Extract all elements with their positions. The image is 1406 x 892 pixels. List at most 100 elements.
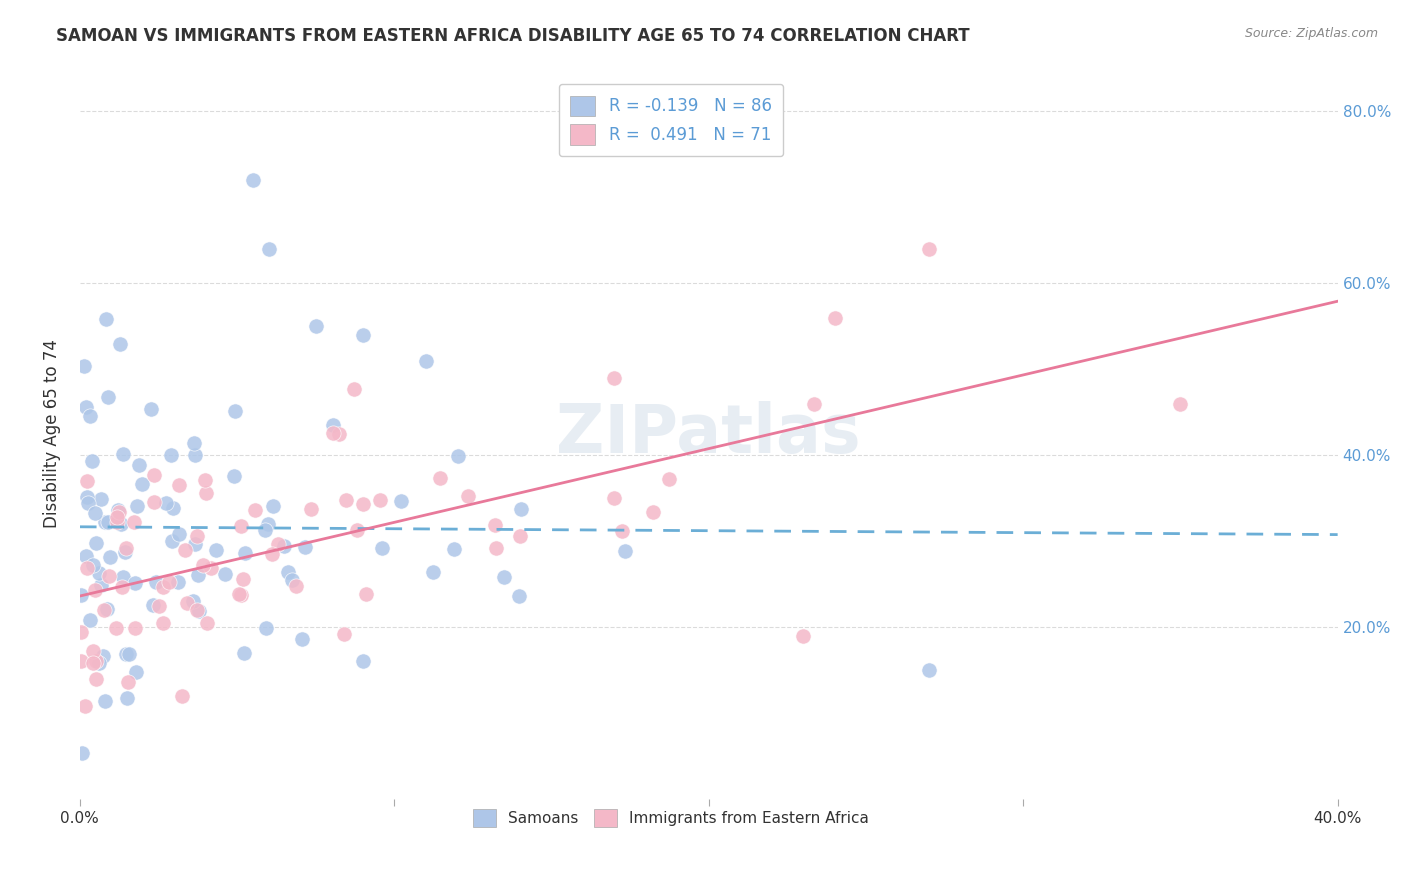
Point	[167, 575, 190, 590]
Point	[792, 629, 814, 643]
Point	[603, 371, 626, 385]
Point	[824, 310, 846, 325]
Point	[194, 473, 217, 487]
Point	[114, 544, 136, 558]
Point	[162, 500, 184, 515]
Point	[97, 391, 120, 405]
Point	[485, 541, 508, 556]
Point	[125, 665, 148, 679]
Point	[97, 568, 120, 582]
Point	[169, 527, 191, 541]
Point	[254, 523, 277, 537]
Point	[122, 516, 145, 530]
Point	[160, 533, 183, 548]
Point	[184, 537, 207, 551]
Y-axis label: Disability Age 65 to 74: Disability Age 65 to 74	[44, 339, 60, 528]
Point	[79, 613, 101, 627]
Point	[93, 603, 115, 617]
Point	[159, 448, 181, 462]
Point	[612, 524, 634, 538]
Point	[242, 173, 264, 187]
Point	[157, 574, 180, 589]
Point	[94, 516, 117, 530]
Point	[229, 518, 252, 533]
Point	[803, 397, 825, 411]
Point	[143, 494, 166, 508]
Point	[93, 648, 115, 663]
Point	[214, 566, 236, 581]
Point	[509, 529, 531, 543]
Point	[273, 539, 295, 553]
Point	[335, 493, 357, 508]
Point	[332, 627, 354, 641]
Legend: Samoans, Immigrants from Eastern Africa: Samoans, Immigrants from Eastern Africa	[465, 801, 876, 835]
Text: ZIPatlas: ZIPatlas	[557, 401, 860, 467]
Point	[84, 506, 107, 520]
Point	[200, 561, 222, 575]
Point	[643, 505, 665, 519]
Point	[257, 242, 280, 256]
Point	[186, 529, 208, 543]
Point	[186, 568, 208, 582]
Point	[352, 654, 374, 668]
Point	[70, 654, 93, 668]
Point	[108, 336, 131, 351]
Point	[371, 541, 394, 556]
Point	[245, 503, 267, 517]
Point	[73, 698, 96, 713]
Point	[94, 311, 117, 326]
Point	[195, 486, 218, 500]
Text: Source: ZipAtlas.com: Source: ZipAtlas.com	[1244, 27, 1378, 40]
Point	[111, 580, 134, 594]
Point	[72, 746, 94, 760]
Point	[429, 471, 451, 485]
Point	[918, 242, 941, 256]
Point	[232, 573, 254, 587]
Point	[187, 604, 209, 618]
Point	[343, 382, 366, 396]
Point	[76, 490, 98, 504]
Point	[69, 588, 91, 602]
Point	[155, 496, 177, 510]
Point	[305, 319, 328, 334]
Point	[322, 418, 344, 433]
Point	[124, 621, 146, 635]
Point	[97, 516, 120, 530]
Point	[281, 574, 304, 588]
Point	[82, 558, 104, 572]
Point	[262, 500, 284, 514]
Point	[77, 496, 100, 510]
Point	[143, 468, 166, 483]
Point	[235, 546, 257, 560]
Point	[84, 536, 107, 550]
Point	[87, 566, 110, 580]
Point	[167, 478, 190, 492]
Point	[98, 549, 121, 564]
Point	[90, 491, 112, 506]
Point	[205, 543, 228, 558]
Point	[75, 401, 97, 415]
Point	[267, 537, 290, 551]
Point	[918, 663, 941, 677]
Point	[299, 502, 322, 516]
Text: SAMOAN VS IMMIGRANTS FROM EASTERN AFRICA DISABILITY AGE 65 TO 74 CORRELATION CHA: SAMOAN VS IMMIGRANTS FROM EASTERN AFRICA…	[56, 27, 970, 45]
Point	[284, 579, 307, 593]
Point	[658, 472, 681, 486]
Point	[228, 587, 250, 601]
Point	[260, 547, 283, 561]
Point	[84, 672, 107, 686]
Point	[105, 509, 128, 524]
Point	[152, 580, 174, 594]
Point	[124, 575, 146, 590]
Point	[84, 654, 107, 668]
Point	[87, 656, 110, 670]
Point	[115, 690, 138, 705]
Point	[145, 574, 167, 589]
Point	[603, 491, 626, 505]
Point	[484, 517, 506, 532]
Point	[82, 644, 104, 658]
Point	[231, 588, 253, 602]
Point	[224, 468, 246, 483]
Point	[152, 615, 174, 630]
Point	[447, 449, 470, 463]
